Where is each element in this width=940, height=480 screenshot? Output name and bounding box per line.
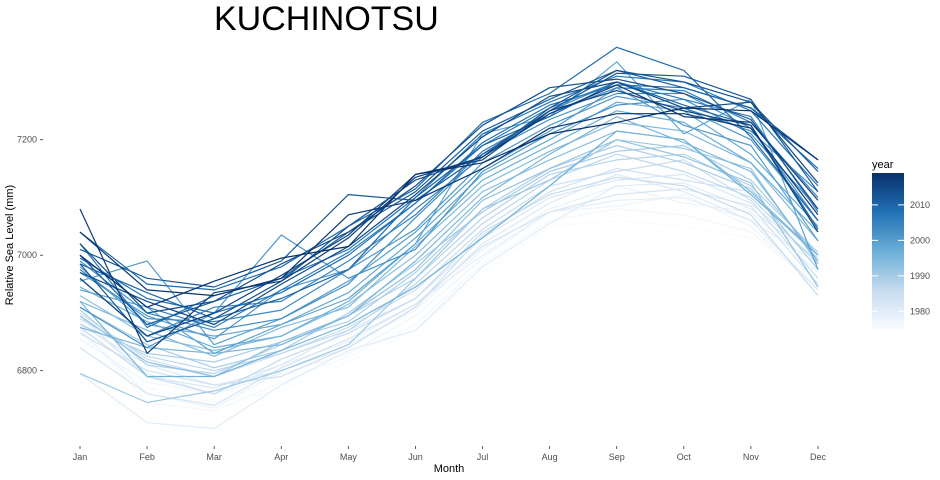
series-line-2015 (79, 81, 819, 326)
legend-tick-label: 1980 (910, 306, 930, 316)
series-line-1990 (79, 144, 819, 369)
y-tick-label: 7200 (17, 135, 37, 145)
y-tick-label: 6800 (17, 366, 37, 376)
series-line-1988 (79, 153, 819, 375)
series-line-1984 (79, 168, 819, 386)
series-line-1980 (79, 182, 819, 430)
x-tick-label: Oct (677, 452, 692, 462)
x-tick-label: Nov (743, 452, 760, 462)
legend-colorbar (872, 173, 904, 329)
series-line-1989 (79, 144, 819, 363)
series-line-1978 (79, 185, 819, 409)
y-axis: 6800 7000 7200 (17, 135, 43, 376)
legend-tick-label: 1990 (910, 271, 930, 281)
x-tick-label: Aug (542, 452, 558, 462)
series-line-2005 (79, 87, 819, 337)
series-line-1975 (79, 220, 819, 404)
series-line-2011 (79, 69, 819, 326)
legend-ticks: 1980 1990 2000 2010 (872, 200, 930, 316)
y-tick-label: 7000 (17, 250, 37, 260)
series-line-1976 (79, 208, 819, 412)
series-line-1987 (79, 153, 819, 372)
x-tick-label: Apr (274, 452, 288, 462)
x-tick-label: May (340, 452, 358, 462)
x-tick-label: Mar (206, 452, 222, 462)
series-line-2003 (79, 92, 819, 331)
x-tick-label: Sep (609, 452, 625, 462)
series-line-1986 (79, 176, 819, 395)
series-line-1991 (79, 139, 819, 404)
series-line-2018 (79, 113, 819, 297)
color-legend: year 1980 1990 2000 2010 (872, 159, 930, 329)
series-line-1982 (79, 173, 819, 389)
legend-title: year (872, 159, 894, 171)
x-tick-label: Jun (408, 452, 423, 462)
x-tick-label: Feb (139, 452, 155, 462)
x-tick-label: Jan (73, 452, 88, 462)
series-line-1977 (79, 194, 819, 395)
series-line-1995 (79, 115, 819, 354)
chart-title: KUCHINOTSU (214, 0, 439, 38)
series-line-1983 (79, 188, 819, 406)
series-line-2019 (79, 107, 819, 308)
x-tick-label: Dec (810, 452, 827, 462)
series-line-1996 (79, 130, 819, 378)
series-layer (79, 46, 819, 430)
y-axis-label: Relative Sea Level (mm) (4, 185, 16, 305)
x-tick-label: Jul (477, 452, 489, 462)
series-line-2000 (79, 87, 819, 346)
series-line-2002 (79, 98, 819, 349)
series-line-2006 (79, 81, 819, 328)
legend-tick-label: 2010 (910, 200, 930, 210)
legend-tick-label: 2000 (910, 235, 930, 245)
x-axis-label: Month (434, 463, 465, 475)
series-line-1979 (79, 196, 819, 395)
series-line-1992 (79, 139, 819, 378)
series-line-2017 (79, 84, 819, 354)
x-axis: Jan Feb Mar Apr May Jun Jul Aug Sep Oct Nov Dec (73, 446, 827, 462)
